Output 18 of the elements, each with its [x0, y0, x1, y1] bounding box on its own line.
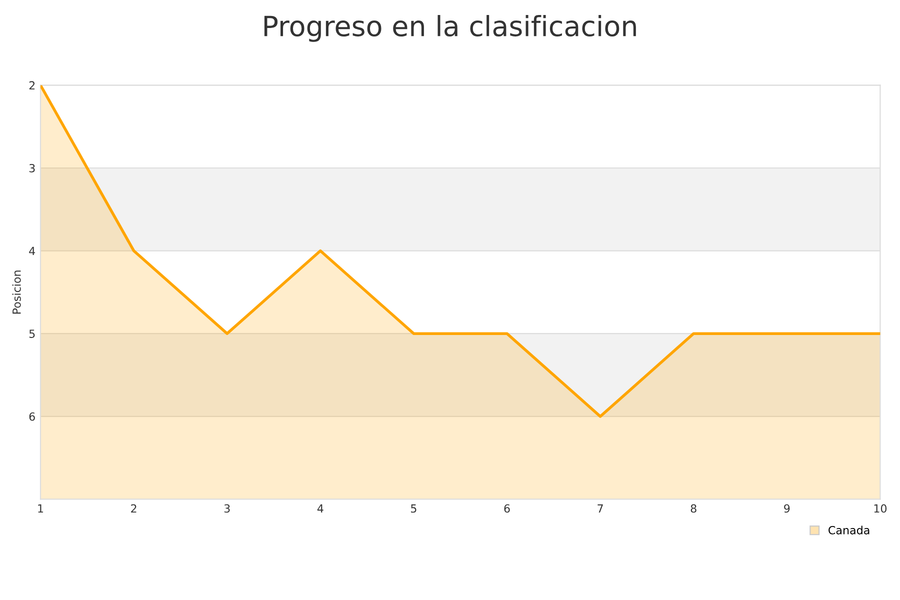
x-tick-label: 5: [411, 504, 416, 513]
y-tick-label: 3: [29, 164, 35, 172]
x-tick-label: 4: [317, 504, 324, 513]
x-tick-label: 7: [598, 504, 603, 513]
y-tick-label: 6: [29, 412, 35, 421]
y-tick-label: 2: [29, 81, 35, 90]
x-tick-label: 6: [504, 504, 510, 513]
y-tick-label: 5: [29, 330, 35, 338]
x-tick-label: 1: [38, 504, 44, 513]
x-tick-label: 9: [784, 504, 790, 513]
legend-label: Canada: [828, 526, 870, 534]
x-tick-label: 2: [131, 504, 136, 513]
y-tick-label: 4: [29, 246, 36, 256]
x-tick-label: 8: [690, 504, 696, 513]
x-tick-label: 3: [224, 504, 230, 513]
y-axis-title: Posicion: [12, 270, 21, 314]
chart-title: Progreso en la clasificacion: [264, 15, 636, 42]
x-tick-label: 10: [874, 504, 887, 513]
